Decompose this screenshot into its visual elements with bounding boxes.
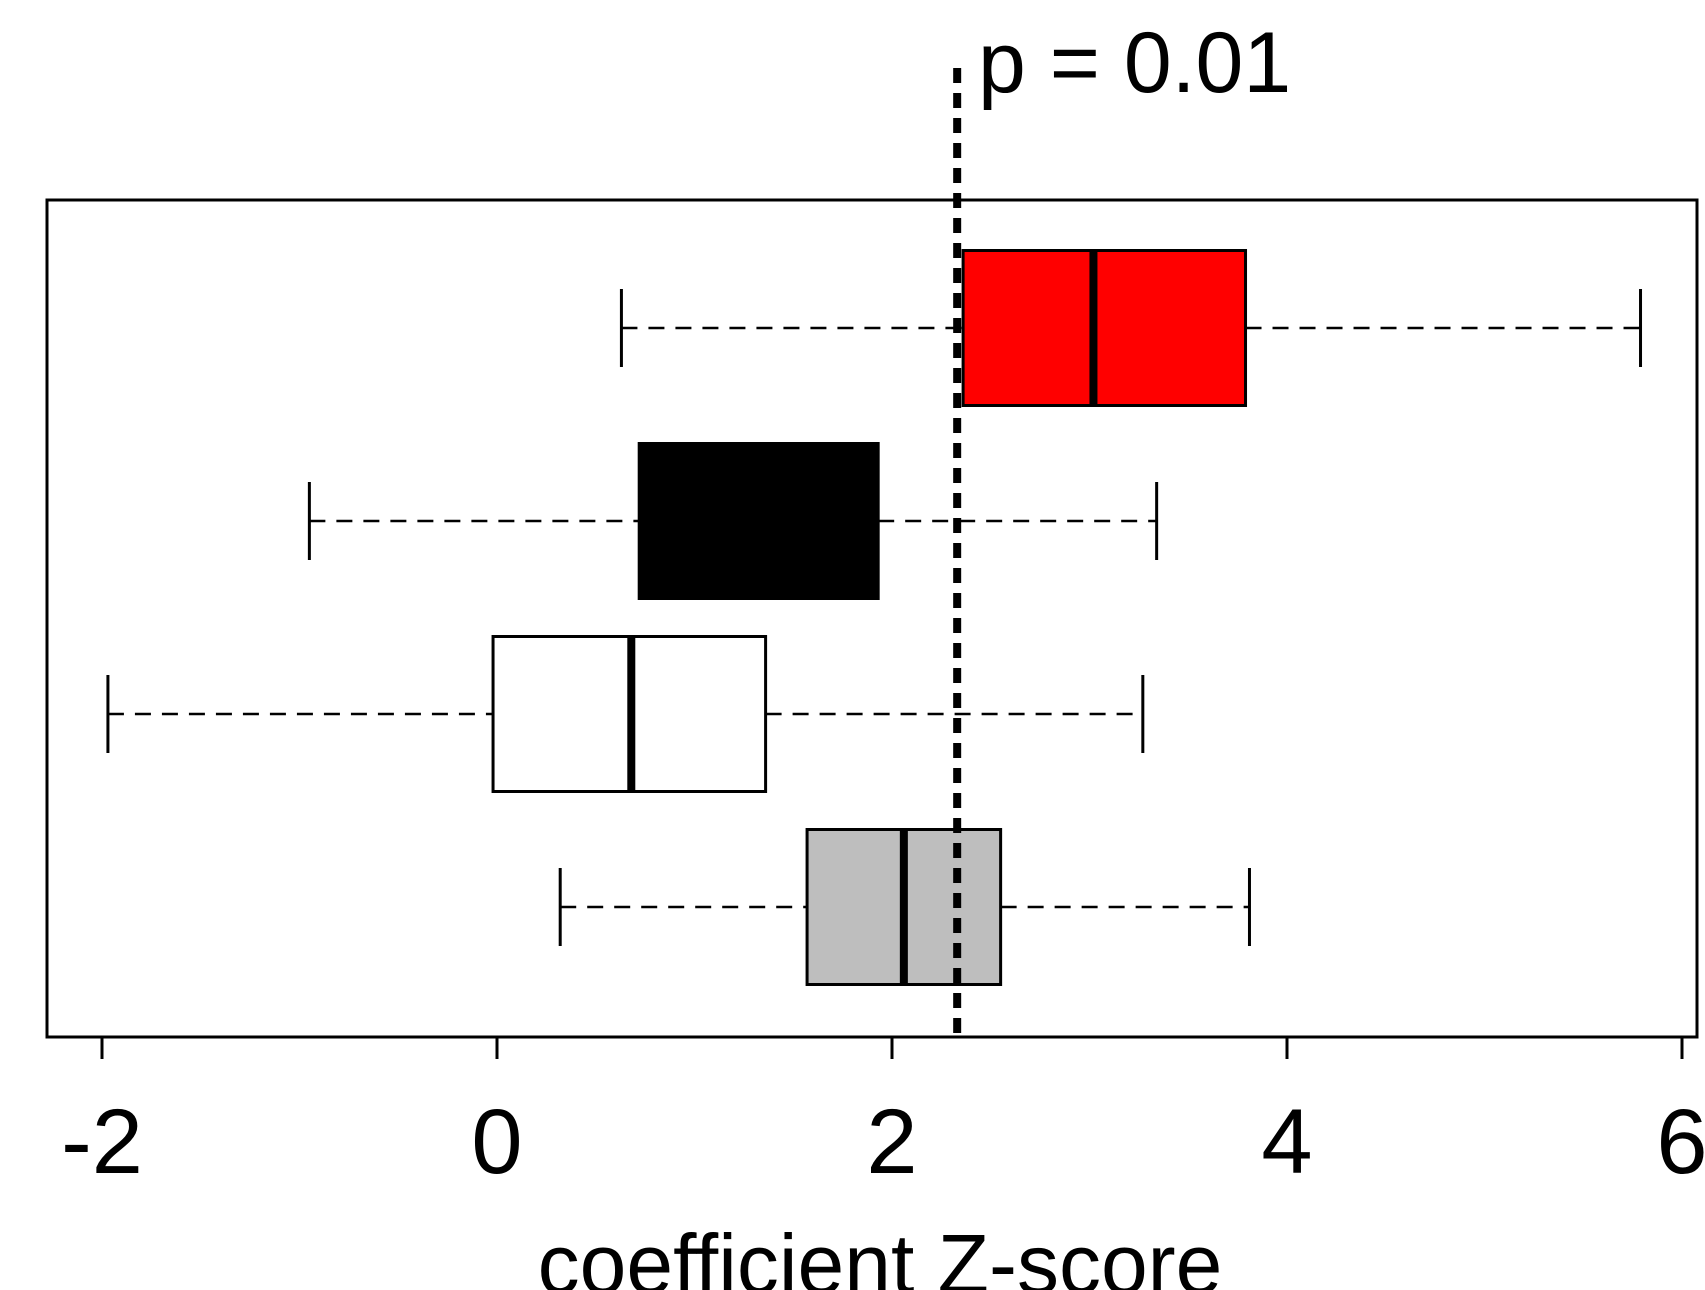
plot-frame	[45, 198, 1699, 1039]
x-tick-label: -2	[61, 1091, 143, 1193]
x-tick-label: 6	[1656, 1091, 1705, 1193]
x-tick-label: 2	[866, 1091, 917, 1193]
x-tick-label: 4	[1261, 1091, 1312, 1193]
box-3	[106, 635, 1145, 793]
box-1	[619, 249, 1643, 407]
box-iqr	[961, 249, 1248, 407]
ref-line-label: p = 0.01	[978, 15, 1291, 111]
x-tick-label: 0	[471, 1091, 522, 1193]
x-axis: -2 0 2 4 6	[61, 1037, 1705, 1193]
box-iqr	[637, 442, 880, 600]
boxes-group	[106, 249, 1643, 986]
box-2	[307, 442, 1159, 600]
box-4	[558, 828, 1251, 986]
x-axis-label: coefficient Z-score	[538, 1217, 1223, 1290]
